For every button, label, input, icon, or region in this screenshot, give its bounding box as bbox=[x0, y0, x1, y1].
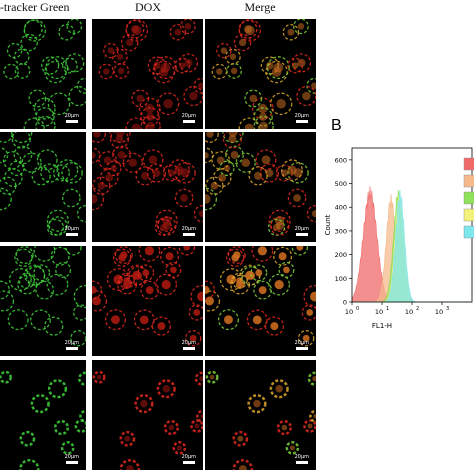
scale-bar: 20μm bbox=[65, 340, 79, 350]
legend-swatch-1 bbox=[463, 157, 474, 171]
micrograph-red-row1: 20μm bbox=[92, 19, 203, 129]
scale-bar-line bbox=[295, 120, 308, 123]
column-title-red: DOX bbox=[135, 0, 161, 14]
scale-bar-line bbox=[295, 461, 308, 464]
micrograph-red-row3: 20μm bbox=[92, 246, 203, 356]
scale-bar-line bbox=[182, 120, 195, 123]
scale-bar-label: 20μm bbox=[294, 340, 309, 346]
y-tick-label: 300 bbox=[335, 227, 347, 235]
scale-bar: 20μm bbox=[65, 226, 79, 236]
micrograph-merge-row2: 20μm bbox=[205, 132, 316, 242]
scale-bar-label: 20μm bbox=[294, 226, 309, 232]
x-axis-label: FL1-H bbox=[372, 322, 392, 330]
legend-swatch-4 bbox=[463, 208, 474, 222]
micrograph-red-row2: 20μm bbox=[92, 132, 203, 242]
x-tick-exponent: 0 bbox=[356, 306, 359, 312]
micrograph-merge-row4: 20μm bbox=[205, 360, 316, 470]
scale-bar: 20μm bbox=[295, 113, 309, 123]
scale-bar: 20μm bbox=[182, 226, 196, 236]
x-tick-exponent: 3 bbox=[446, 306, 449, 312]
y-axis-label: Count bbox=[324, 214, 332, 235]
scale-bar-line bbox=[182, 461, 195, 464]
legend-swatch-3 bbox=[463, 191, 474, 205]
panel-label-b: B bbox=[331, 117, 342, 134]
scale-bar-line bbox=[65, 461, 78, 464]
legend-swatch-5 bbox=[463, 225, 474, 239]
x-tick-exponent: 2 bbox=[416, 306, 419, 312]
scale-bar: 20μm bbox=[65, 454, 79, 464]
scale-bar: 20μm bbox=[182, 340, 196, 350]
scale-bar-label: 20μm bbox=[64, 454, 79, 460]
micrograph-red-row4: 20μm bbox=[92, 360, 203, 470]
scale-bar: 20μm bbox=[182, 113, 196, 123]
scale-bar-line bbox=[65, 347, 78, 350]
scale-bar: 20μm bbox=[182, 454, 196, 464]
x-tick-exponent: 1 bbox=[386, 306, 389, 312]
micrograph-green-row2: 20μm bbox=[0, 132, 86, 242]
scale-bar-label: 20μm bbox=[64, 226, 79, 232]
scale-bar-label: 20μm bbox=[181, 226, 196, 232]
legend-swatch-2 bbox=[463, 174, 474, 188]
scale-bar-label: 20μm bbox=[294, 113, 309, 119]
scale-bar-line bbox=[65, 233, 78, 236]
y-tick-label: 0 bbox=[343, 299, 347, 307]
scale-bar-label: 20μm bbox=[181, 454, 196, 460]
x-tick-label: 10 bbox=[375, 308, 383, 316]
micrograph-merge-row1: 20μm bbox=[205, 19, 316, 129]
scale-bar-label: 20μm bbox=[64, 340, 79, 346]
scale-bar: 20μm bbox=[295, 454, 309, 464]
y-tick-label: 100 bbox=[335, 275, 347, 283]
y-tick-label: 200 bbox=[335, 251, 347, 259]
histogram-series-1 bbox=[351, 186, 472, 303]
scale-bar-label: 20μm bbox=[181, 113, 196, 119]
column-title-merge: Merge bbox=[244, 0, 276, 14]
micrograph-green-row3: 20μm bbox=[0, 246, 86, 356]
micrograph-green-row4: 20μm bbox=[0, 360, 86, 470]
scale-bar-label: 20μm bbox=[64, 113, 79, 119]
scale-bar-label: 20μm bbox=[181, 340, 196, 346]
x-tick-label: 10 bbox=[435, 308, 443, 316]
x-tick-label: 10 bbox=[405, 308, 413, 316]
scale-bar: 20μm bbox=[295, 226, 309, 236]
micrograph-green-row1: 20μm bbox=[0, 19, 86, 129]
scale-bar: 20μm bbox=[295, 340, 309, 350]
scale-bar-label: 20μm bbox=[294, 454, 309, 460]
y-tick-label: 600 bbox=[335, 156, 347, 164]
scale-bar-line bbox=[295, 347, 308, 350]
y-tick-label: 500 bbox=[335, 180, 347, 188]
scale-bar-line bbox=[182, 347, 195, 350]
scale-bar-line bbox=[65, 120, 78, 123]
micrograph-merge-row3: 20μm bbox=[205, 246, 316, 356]
x-tick-label: 10 bbox=[345, 308, 353, 316]
scale-bar: 20μm bbox=[65, 113, 79, 123]
scale-bar-line bbox=[295, 233, 308, 236]
scale-bar-line bbox=[182, 233, 195, 236]
y-tick-label: 400 bbox=[335, 204, 347, 212]
column-title-green: to-tracker Green bbox=[0, 0, 70, 14]
